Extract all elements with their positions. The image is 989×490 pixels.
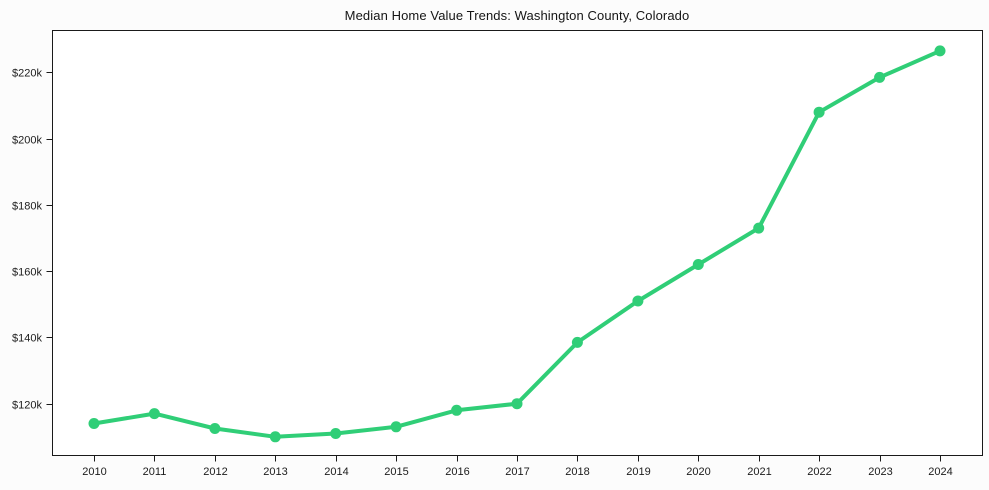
data-point-2012 <box>209 423 221 434</box>
data-point-2023 <box>874 71 886 83</box>
data-point-2015 <box>390 421 402 433</box>
x-axis-tick-label: 2012 <box>203 466 227 478</box>
data-point-2024 <box>934 45 946 57</box>
x-axis-tick-label: 2015 <box>384 466 408 478</box>
x-axis-tick-label: 2019 <box>626 466 650 478</box>
data-point-2010 <box>88 418 100 429</box>
x-axis-tick-label: 2011 <box>143 466 167 478</box>
y-axis-tick-label: $140k <box>12 333 42 345</box>
chart-title: Median Home Value Trends: Washington Cou… <box>344 8 690 23</box>
data-point-2011 <box>148 408 160 420</box>
data-point-2020 <box>692 259 704 270</box>
y-axis-tick-label: $180k <box>12 201 42 213</box>
x-axis-tick-label: 2010 <box>82 466 106 478</box>
x-axis-tick-label: 2013 <box>263 466 287 478</box>
x-axis-tick-label: 2014 <box>324 466 348 478</box>
plot-area <box>52 30 983 456</box>
x-axis-tick-label: 2024 <box>928 466 952 478</box>
x-axis-tick-label: 2023 <box>868 466 892 478</box>
y-axis-tick-label: $160k <box>12 267 42 279</box>
y-axis-tick-label: $120k <box>12 400 42 412</box>
x-axis-tick-label: 2021 <box>747 466 771 478</box>
data-point-2014 <box>330 428 342 439</box>
data-point-2013 <box>269 431 281 443</box>
data-point-2016 <box>451 404 463 416</box>
y-axis-tick-label: $220k <box>12 68 42 80</box>
x-axis-tick-label: 2016 <box>445 466 469 478</box>
data-point-2019 <box>632 295 644 307</box>
y-axis-tick-label: $200k <box>12 135 42 147</box>
x-axis-tick-label: 2022 <box>807 466 831 478</box>
x-axis-tick-label: 2017 <box>505 466 529 478</box>
data-point-2017 <box>511 398 523 410</box>
data-point-2021 <box>753 222 765 234</box>
data-point-2018 <box>571 336 583 348</box>
x-axis-tick-label: 2018 <box>565 466 589 478</box>
data-point-2022 <box>813 106 825 118</box>
x-axis-tick-label: 2020 <box>686 466 710 478</box>
